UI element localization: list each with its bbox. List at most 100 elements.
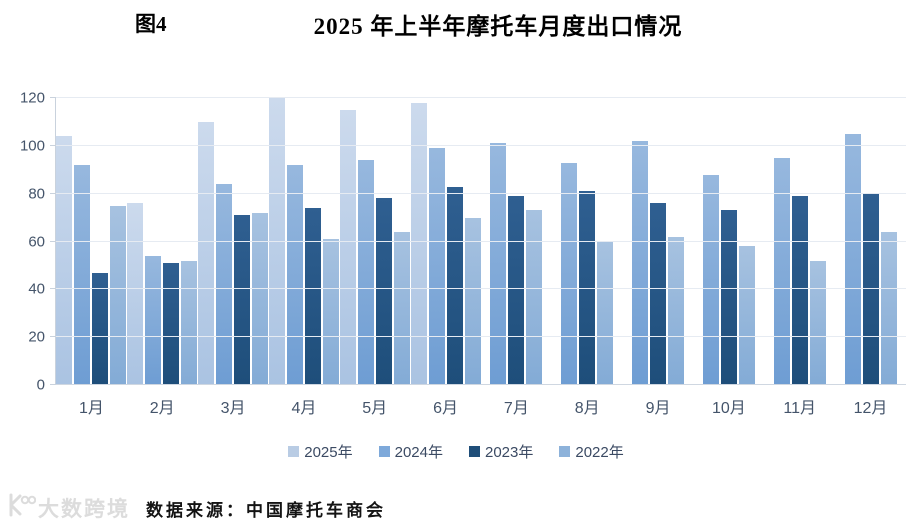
bar-2024年-6月 (428, 148, 445, 385)
y-axis-label-100: 100 (19, 137, 45, 155)
bar-2022年-10月 (738, 246, 755, 385)
y-tick-40 (50, 288, 56, 290)
gridline-100 (56, 144, 906, 146)
bar-group-11月 (764, 98, 835, 385)
legend-swatch-2024年 (378, 446, 390, 457)
bar-2024年-12月 (844, 133, 861, 385)
x-axis-label-1月: 1月 (78, 400, 104, 417)
bar-group-9月 (623, 98, 694, 385)
bar-2022年-8月 (597, 241, 614, 385)
legend-swatch-2022年 (559, 446, 571, 457)
bar-2023年-5月 (375, 198, 392, 385)
bar-2024年-10月 (702, 174, 719, 385)
bar-2022年-3月 (252, 212, 269, 385)
bar-2024年-1月 (74, 164, 91, 385)
bar-2024年-4月 (286, 164, 303, 385)
bar-2025年-4月 (268, 98, 285, 385)
data-source-text: 数据来源：中国摩托车商会 (146, 501, 386, 520)
x-axis-label-6月: 6月 (433, 400, 458, 417)
x-axis-label-7月: 7月 (503, 400, 529, 417)
y-tick-0 (50, 384, 56, 385)
bar-2024年-3月 (216, 184, 233, 385)
bar-2022年-7月 (526, 210, 543, 385)
y-tick-20 (50, 336, 56, 338)
x-axis-label-4月: 4月 (291, 400, 317, 417)
x-axis-label-2月: 2月 (149, 400, 175, 417)
bar-2025年-6月 (410, 102, 427, 385)
bar-2022年-11月 (809, 260, 826, 385)
x-axis-labels: 1月 2月 3月 4月 5月 6月 7月 8月 9月 10月 11月 12月 (56, 394, 906, 418)
x-axis-label-8月: 8月 (574, 400, 600, 417)
bar-group-4月 (268, 98, 339, 385)
bar-2023年-1月 (92, 272, 109, 385)
bar-2022年-6月 (464, 217, 481, 385)
x-axis-label-10月: 10月 (711, 400, 746, 417)
bar-group-6月 (410, 98, 481, 385)
legend-label-2024年: 2024年 (394, 444, 443, 461)
gridline-40 (56, 288, 906, 290)
bar-2024年-2月 (145, 255, 162, 385)
legend-label-2022年: 2022年 (575, 444, 624, 461)
bar-groups-container (56, 98, 906, 385)
bar-group-10月 (693, 98, 764, 385)
y-axis-label-0: 0 (36, 376, 45, 394)
logo-text: 大数跨境 (38, 497, 130, 521)
legend-label-2023年: 2023年 (485, 444, 534, 461)
plot-area: 0 20 40 60 80 100 120 1月 2月 3月 4月 5月 6月 7月 8月 9月 10月 11月… (20, 91, 906, 417)
legend-item-2025年: 2025年 (288, 441, 353, 462)
bar-group-1月 (56, 98, 127, 385)
bar-2022年-9月 (668, 236, 685, 385)
gridline-80 (56, 192, 906, 194)
bar-2022年-12月 (880, 231, 897, 385)
gridline-120 (56, 97, 906, 98)
legend: 2025年 2024年 2023年 2022年 (0, 441, 912, 462)
dashu-logo-icon (6, 492, 37, 523)
y-tick-60 (50, 240, 56, 242)
x-axis-label-5月: 5月 (362, 400, 388, 417)
bar-2022年-5月 (393, 231, 410, 385)
y-axis-label-20: 20 (28, 328, 45, 346)
bar-2025年-2月 (127, 203, 144, 385)
bar-2023年-7月 (508, 196, 525, 385)
y-axis-label-120: 120 (19, 89, 45, 107)
gridline-20 (56, 336, 906, 338)
y-axis-label-40: 40 (28, 280, 45, 298)
bar-group-12月 (835, 98, 906, 385)
bar-2025年-3月 (198, 121, 215, 385)
y-tick-100 (50, 144, 56, 146)
legend-label-2025年: 2025年 (304, 444, 353, 461)
bar-2023年-10月 (720, 210, 737, 385)
x-axis-label-12月: 12月 (853, 400, 888, 417)
dashu-logo: 大数跨境 (6, 492, 130, 523)
bar-group-3月 (198, 98, 269, 385)
bar-2023年-9月 (650, 203, 667, 385)
bar-2023年-4月 (304, 208, 321, 385)
x-axis-label-3月: 3月 (220, 400, 246, 417)
bar-2023年-3月 (234, 215, 251, 385)
bar-2024年-11月 (773, 157, 790, 385)
legend-item-2022年: 2022年 (559, 441, 624, 462)
bar-group-5月 (339, 98, 410, 385)
bar-group-2月 (127, 98, 198, 385)
legend-item-2024年: 2024年 (378, 441, 443, 462)
bar-group-8月 (552, 98, 623, 385)
figure-label: 图4 (135, 12, 167, 36)
x-axis-label-9月: 9月 (645, 400, 671, 417)
legend-swatch-2023年 (469, 446, 480, 457)
bar-2025年-1月 (56, 136, 73, 385)
bar-2022年-4月 (322, 239, 339, 385)
y-axis-label-80: 80 (28, 185, 45, 203)
legend-item-2023年: 2023年 (469, 441, 533, 462)
bar-2024年-9月 (632, 141, 649, 385)
y-tick-80 (50, 192, 56, 194)
bar-2023年-2月 (163, 263, 180, 385)
gridline-60 (56, 240, 906, 242)
bar-2024年-8月 (561, 162, 578, 385)
chart-title: 2025 年上半年摩托车月度出口情况 (313, 14, 683, 39)
legend-swatch-2025年 (288, 446, 300, 457)
bar-2022年-2月 (181, 260, 198, 385)
footer: 大数跨境 数据来源：中国摩托车商会 (0, 488, 912, 530)
x-axis-label-11月: 11月 (783, 400, 816, 417)
bar-2023年-11月 (791, 196, 808, 385)
